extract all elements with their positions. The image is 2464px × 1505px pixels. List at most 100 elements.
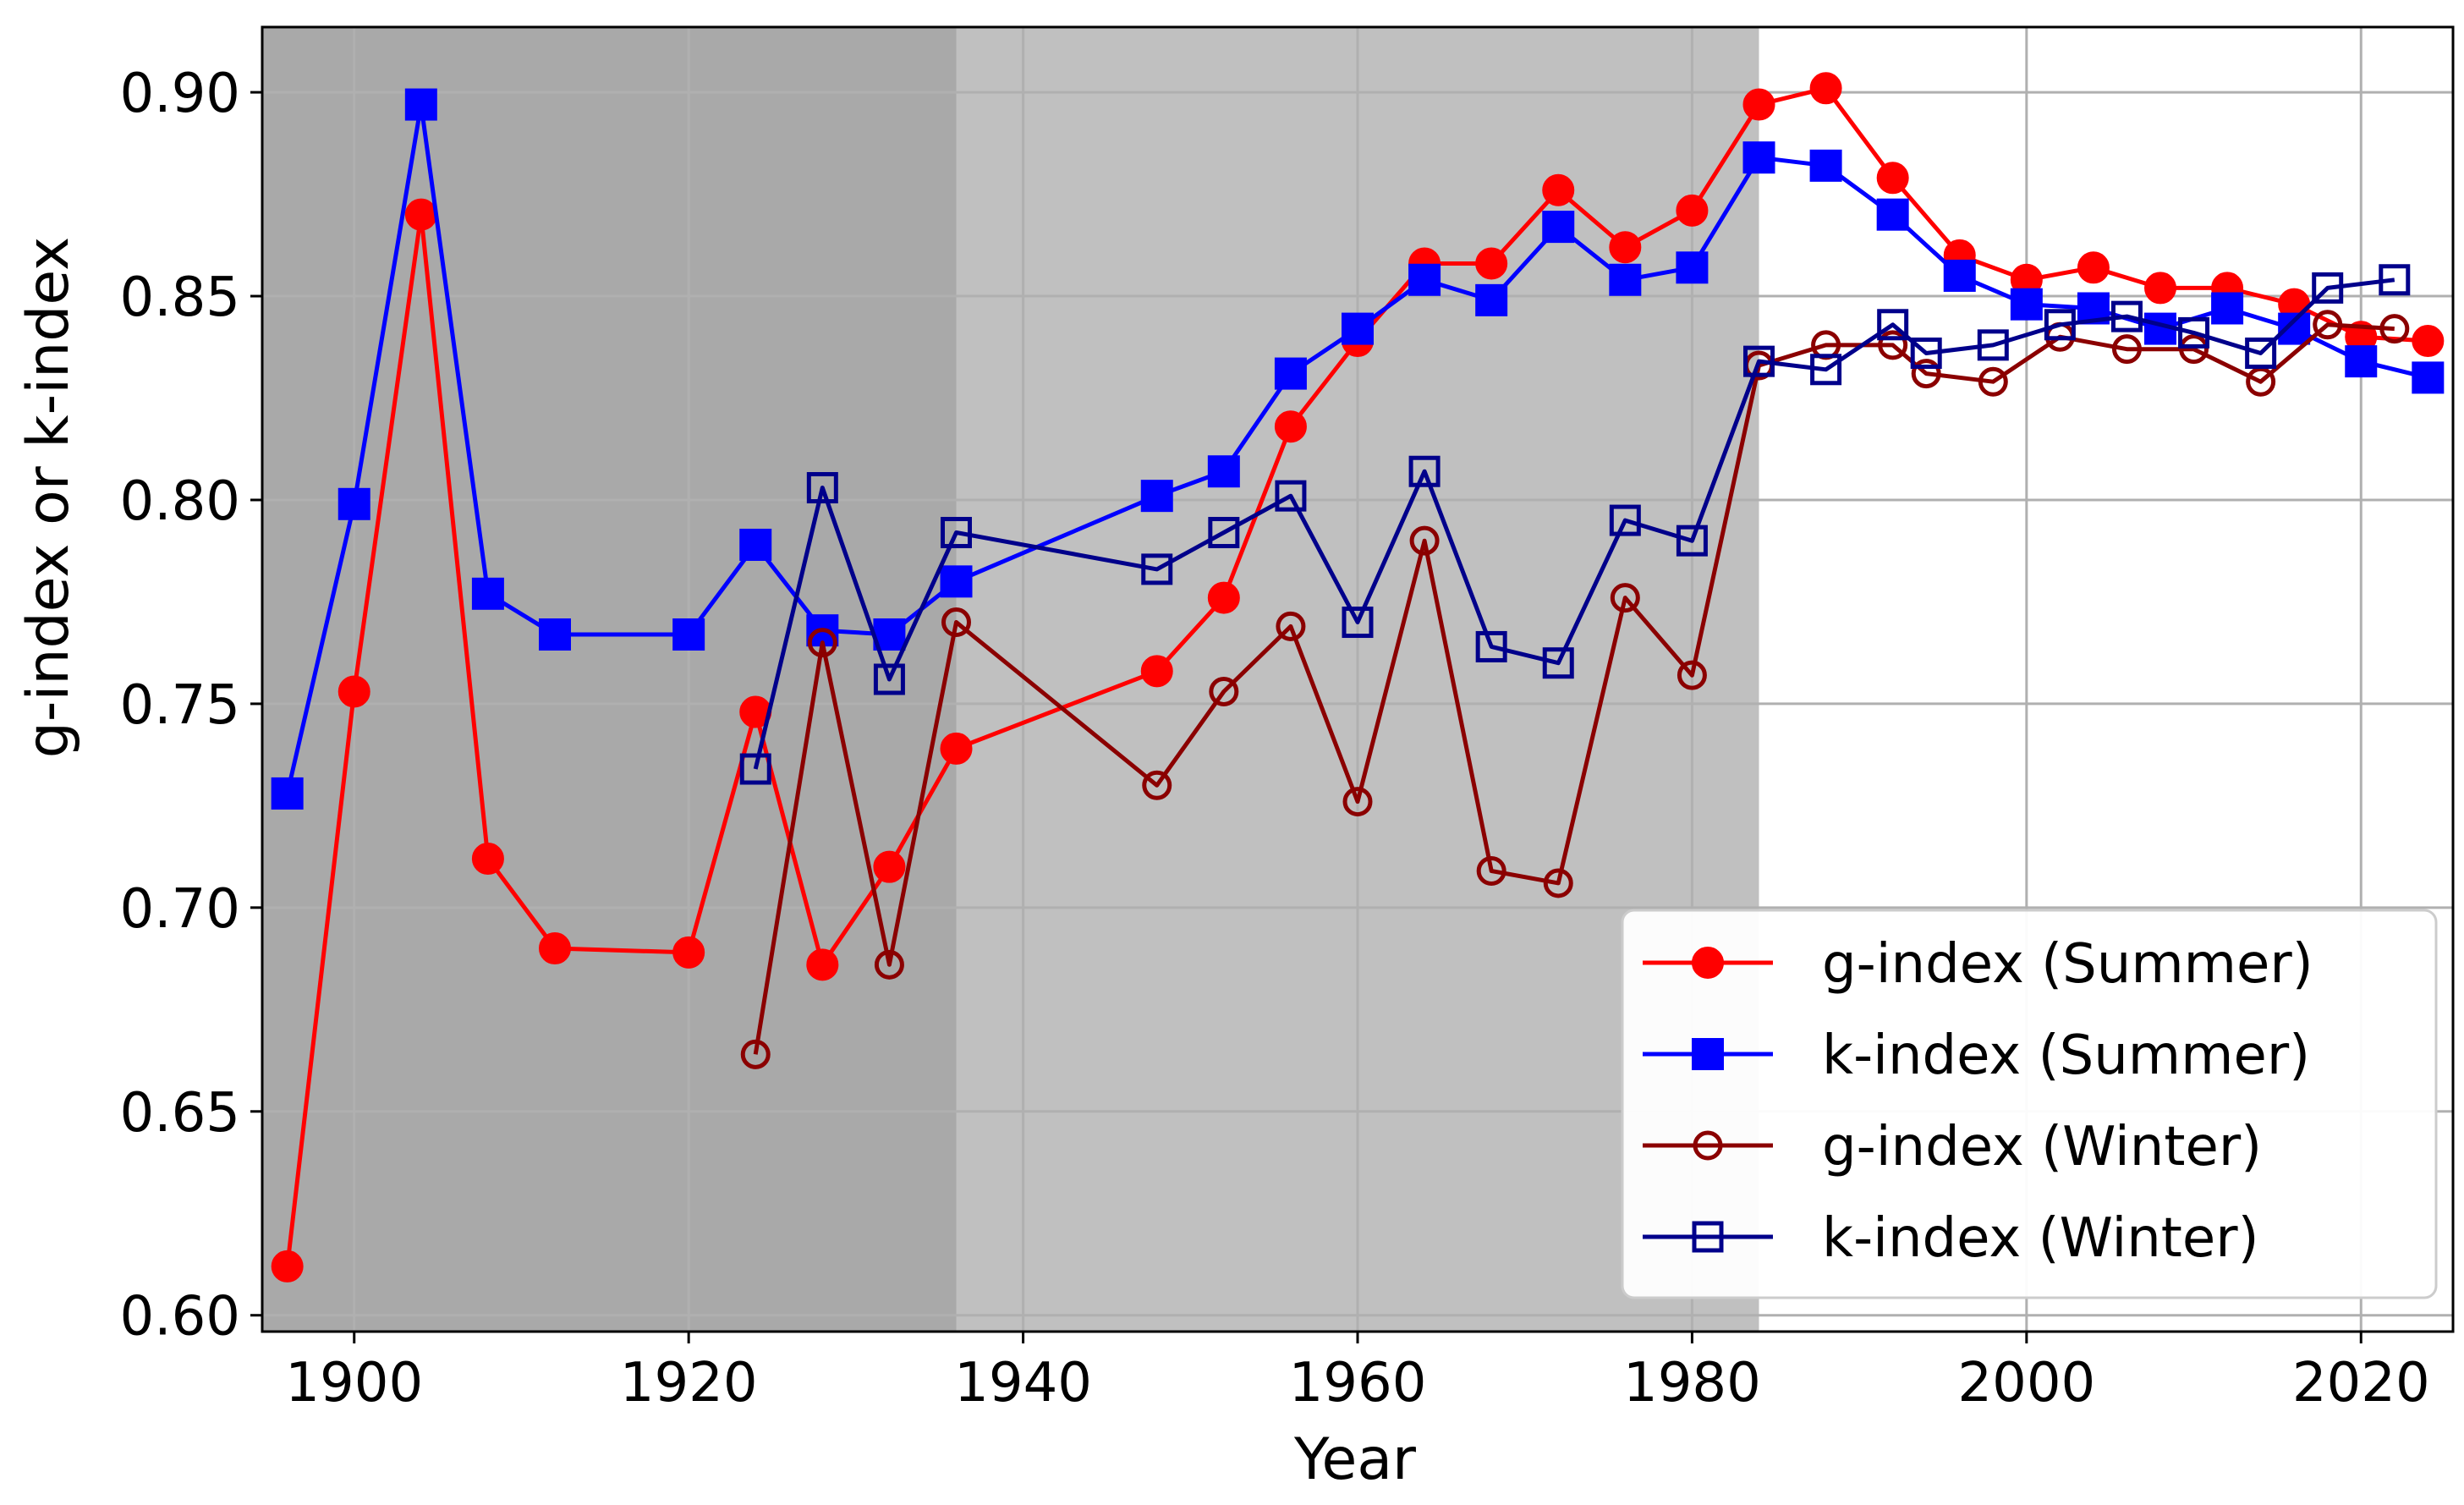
data-point-k-index-winter-2002: [2044, 309, 2076, 341]
data-point-g-index-summer-2004: [2077, 251, 2110, 284]
data-point-k-index-winter-1964: [1408, 455, 1441, 487]
data-point-k-index-summer-1960: [1342, 312, 1374, 345]
data-point-g-index-summer-1900: [337, 675, 370, 708]
data-point-k-index-summer-1984: [1742, 141, 1775, 174]
grid-layer: [262, 27, 2453, 1332]
legend-marker-k-index-summer: [1692, 1038, 1724, 1070]
data-point-k-index-summer-1956: [1274, 357, 1307, 390]
series-k-index-winter: [739, 264, 2411, 785]
legend-marker-k-index-winter: [1692, 1221, 1724, 1253]
data-point-k-index-summer-1996: [1943, 259, 1976, 292]
data-point-g-index-summer-1908: [471, 843, 504, 876]
y-tick-label-0.85: 0.85: [120, 266, 241, 329]
data-point-g-index-winter-2022: [2379, 314, 2410, 344]
shaded-periods-layer: [262, 27, 1759, 1332]
data-point-k-index-winter-1994: [1910, 338, 1942, 369]
y-tick-label-0.75: 0.75: [120, 674, 241, 737]
series-k-index-summer: [271, 88, 2445, 810]
data-point-k-index-winter-1936: [940, 517, 972, 549]
data-point-g-index-winter-1932: [874, 949, 904, 980]
data-point-k-index-summer-1976: [1609, 263, 1642, 296]
data-point-k-index-winter-1928: [806, 472, 838, 504]
data-point-k-index-winter-2018: [2312, 272, 2344, 304]
data-point-g-index-summer-1984: [1742, 88, 1775, 121]
data-point-g-index-winter-1992: [1878, 330, 1908, 360]
series-line-k-index-winter: [753, 277, 2395, 770]
x-axis-label: Year: [1293, 1426, 1416, 1493]
series-layer: [271, 72, 2445, 1283]
data-point-k-index-winter-1960: [1342, 607, 1374, 639]
data-point-g-index-winter-1980: [1677, 660, 1707, 690]
x-tick-label-1980: 1980: [1623, 1352, 1761, 1414]
data-point-k-index-summer-1920: [672, 618, 705, 651]
legend-marker-g-index-summer: [1692, 947, 1724, 979]
data-point-g-index-summer-1968: [1475, 247, 1508, 280]
data-point-k-index-winter-2022: [2379, 264, 2411, 296]
data-point-k-index-summer-1964: [1408, 263, 1441, 296]
data-point-g-index-winter-1960: [1342, 787, 1373, 817]
legend-entry-k-index-summer: k-index (Summer): [1643, 1024, 2310, 1087]
data-point-k-index-summer-1912: [538, 618, 571, 651]
data-point-k-index-winter-1988: [1810, 354, 1842, 386]
legend-entry-g-index-winter: g-index (Winter): [1643, 1116, 2262, 1178]
data-point-g-index-summer-1988: [1809, 72, 1842, 105]
data-point-k-index-winter-2014: [2245, 338, 2277, 369]
data-point-g-index-winter-2014: [2246, 366, 2276, 397]
y-tick-label-0.65: 0.65: [120, 1082, 241, 1145]
data-point-k-index-summer-1948: [1140, 480, 1173, 513]
legend-box: [1621, 909, 2438, 1299]
data-point-k-index-winter-1948: [1141, 553, 1173, 585]
data-point-k-index-summer-1896: [271, 777, 304, 810]
data-point-k-index-summer-1992: [1876, 198, 1909, 231]
y-tick-label-0.70: 0.70: [120, 878, 241, 941]
data-point-g-index-winter-1968: [1476, 855, 1506, 886]
y-tick-label-0.90: 0.90: [120, 63, 241, 125]
data-point-g-index-summer-1956: [1274, 410, 1307, 443]
data-point-g-index-winter-1956: [1276, 611, 1306, 641]
data-point-k-index-winter-1968: [1475, 630, 1507, 662]
legend-label-k-index-winter: k-index (Winter): [1822, 1207, 2259, 1270]
data-point-g-index-winter-1952: [1209, 676, 1239, 706]
data-point-k-index-winter-1952: [1208, 517, 1240, 549]
data-point-g-index-summer-1912: [538, 932, 571, 965]
data-point-g-index-summer-1980: [1676, 194, 1709, 227]
legend-marker-g-index-winter: [1693, 1130, 1723, 1161]
data-point-g-index-summer-1972: [1542, 173, 1575, 206]
data-point-g-index-winter-2010: [2179, 334, 2209, 365]
data-point-g-index-summer-1952: [1207, 581, 1240, 614]
data-point-g-index-winter-1994: [1911, 359, 1941, 389]
data-point-g-index-summer-2024: [2412, 325, 2445, 358]
data-point-k-index-summer-1988: [1809, 149, 1842, 182]
data-point-g-index-winter-1948: [1142, 770, 1172, 800]
data-point-k-index-winter-1992: [1877, 309, 1909, 341]
legend: g-index (Summer) k-index (Summer) g-index …: [1621, 909, 2438, 1299]
data-point-k-index-winter-1956: [1275, 480, 1307, 512]
x-tick-label-1920: 1920: [620, 1352, 758, 1414]
data-point-g-index-summer-1992: [1876, 162, 1909, 195]
data-point-k-index-winter-1976: [1609, 504, 1641, 536]
data-point-g-index-summer-1936: [940, 732, 973, 765]
data-point-g-index-winter-1936: [941, 607, 971, 638]
data-point-k-index-winter-1924: [739, 753, 771, 785]
data-point-k-index-summer-2000: [2010, 288, 2043, 321]
data-point-k-index-summer-1972: [1542, 211, 1575, 244]
data-point-k-index-summer-1908: [471, 577, 504, 610]
data-point-k-index-summer-1952: [1207, 455, 1240, 488]
y-tick-label-0.60: 0.60: [120, 1286, 241, 1348]
legend-entry-k-index-winter: k-index (Winter): [1643, 1207, 2259, 1270]
data-point-k-index-summer-2020: [2345, 345, 2378, 378]
data-point-k-index-winter-2010: [2178, 316, 2210, 349]
data-point-k-index-summer-1900: [337, 487, 370, 520]
data-point-g-index-summer-1928: [806, 948, 839, 981]
data-point-k-index-winter-1932: [873, 663, 905, 695]
data-point-g-index-summer-1920: [672, 936, 705, 969]
x-tick-label-2000: 2000: [1957, 1352, 2095, 1414]
data-point-g-index-winter-2006: [2111, 334, 2142, 365]
legend-label-k-index-summer: k-index (Summer): [1822, 1024, 2310, 1087]
data-point-g-index-winter-2018: [2313, 310, 2343, 340]
data-point-g-index-summer-1904: [404, 198, 437, 231]
data-point-g-index-winter-1928: [807, 628, 837, 658]
data-point-g-index-summer-1932: [873, 850, 906, 883]
data-point-k-index-winter-1980: [1676, 525, 1708, 557]
